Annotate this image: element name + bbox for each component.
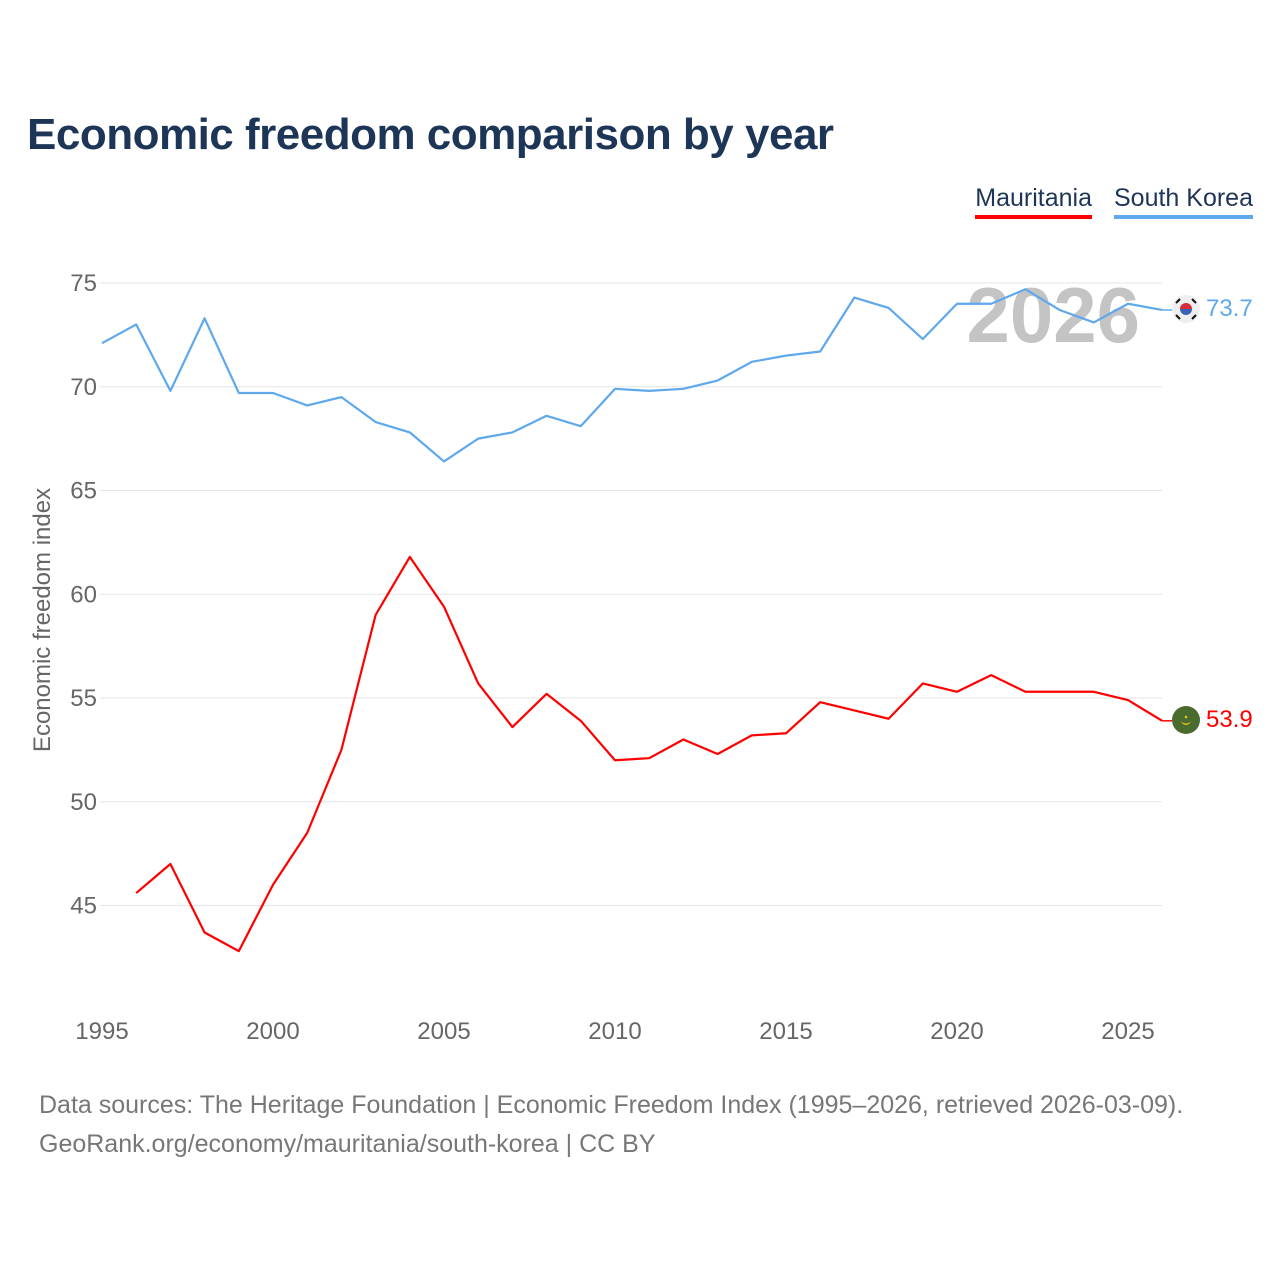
data-point[interactable]: [133, 322, 139, 328]
y-tick-label: 45: [70, 893, 97, 920]
data-point[interactable]: [202, 929, 208, 935]
x-tick-label: 2025: [1101, 1018, 1154, 1045]
x-tick-label: 2015: [759, 1018, 812, 1045]
data-point[interactable]: [1091, 319, 1097, 325]
data-point[interactable]: [988, 672, 994, 678]
data-point[interactable]: [544, 413, 550, 419]
end-label-south-korea: 73.7: [1206, 295, 1253, 322]
x-tick-label: 1995: [75, 1018, 128, 1045]
data-point[interactable]: [236, 948, 242, 954]
data-point[interactable]: [544, 691, 550, 697]
data-point[interactable]: [612, 386, 618, 392]
data-point[interactable]: [1057, 307, 1063, 313]
data-point[interactable]: [954, 301, 960, 307]
data-point[interactable]: [167, 861, 173, 867]
data-point[interactable]: [783, 730, 789, 736]
legend-south-korea[interactable]: South Korea: [1114, 184, 1253, 219]
data-point[interactable]: [1091, 689, 1097, 695]
data-point[interactable]: [715, 751, 721, 757]
data-point[interactable]: [441, 604, 447, 610]
x-tick-label: 2000: [246, 1018, 299, 1045]
data-point[interactable]: [988, 301, 994, 307]
data-point[interactable]: [886, 716, 892, 722]
chart-title: Economic freedom comparison by year: [27, 110, 834, 159]
data-point[interactable]: [920, 680, 926, 686]
data-point[interactable]: [304, 830, 310, 836]
y-tick-label: 50: [70, 789, 97, 816]
end-label-mauritania: 53.9: [1206, 706, 1253, 733]
data-point[interactable]: [407, 429, 413, 435]
y-axis-label: Economic freedom index: [29, 488, 56, 752]
data-point[interactable]: [954, 689, 960, 695]
legend-mauritania[interactable]: Mauritania: [975, 184, 1092, 219]
data-point[interactable]: [646, 755, 652, 761]
data-point[interactable]: [236, 390, 242, 396]
source-link[interactable]: GeoRank.org/economy/mauritania/south-kor…: [39, 1130, 656, 1158]
data-point[interactable]: [886, 305, 892, 311]
y-tick-label: 55: [70, 685, 97, 712]
data-point[interactable]: [680, 737, 686, 743]
south-korea-flag-icon: [1172, 295, 1200, 323]
x-tick-label: 2010: [588, 1018, 641, 1045]
series-line-south-korea[interactable]: [101, 288, 1163, 463]
data-point[interactable]: [373, 419, 379, 425]
watermark-year: 2026: [966, 271, 1140, 359]
data-point[interactable]: [338, 394, 344, 400]
data-point[interactable]: [920, 336, 926, 342]
x-tick-label: 2005: [417, 1018, 470, 1045]
y-tick-label: 65: [70, 478, 97, 505]
data-sources: Data sources: The Heritage Foundation | …: [39, 1091, 1184, 1119]
data-point[interactable]: [1022, 689, 1028, 695]
data-point[interactable]: [475, 680, 481, 686]
data-point[interactable]: [509, 724, 515, 730]
y-tick-label: 75: [70, 270, 97, 297]
data-point[interactable]: [749, 732, 755, 738]
data-point[interactable]: [304, 402, 310, 408]
data-point[interactable]: [680, 386, 686, 392]
data-point[interactable]: [817, 699, 823, 705]
data-point[interactable]: [851, 295, 857, 301]
data-point[interactable]: [99, 340, 105, 346]
y-tick-label: 60: [70, 581, 97, 608]
data-point[interactable]: [270, 390, 276, 396]
series-line-mauritania[interactable]: [135, 555, 1163, 953]
mauritania-flag-icon: [1172, 706, 1200, 734]
data-point[interactable]: [1022, 286, 1028, 292]
data-point[interactable]: [1125, 301, 1131, 307]
footer: Data sources: The Heritage Foundation | …: [39, 1086, 1183, 1164]
x-tick-label: 2020: [930, 1018, 983, 1045]
data-point[interactable]: [817, 348, 823, 354]
data-point[interactable]: [475, 436, 481, 442]
data-point[interactable]: [578, 423, 584, 429]
data-point[interactable]: [509, 429, 515, 435]
data-point[interactable]: [167, 388, 173, 394]
data-point[interactable]: [749, 359, 755, 365]
legend: Mauritania South Korea: [975, 184, 1253, 219]
data-point[interactable]: [270, 882, 276, 888]
data-point[interactable]: [851, 707, 857, 713]
data-point[interactable]: [373, 612, 379, 618]
data-point[interactable]: [407, 554, 413, 560]
data-point[interactable]: [783, 353, 789, 359]
data-point[interactable]: [202, 315, 208, 321]
data-point[interactable]: [612, 757, 618, 763]
data-point[interactable]: [338, 747, 344, 753]
data-point[interactable]: [715, 378, 721, 384]
data-point[interactable]: [578, 718, 584, 724]
data-point[interactable]: [133, 890, 139, 896]
data-point[interactable]: [441, 458, 447, 464]
data-point[interactable]: [646, 388, 652, 394]
y-tick-label: 70: [70, 374, 97, 401]
data-point[interactable]: [1125, 697, 1131, 703]
data-point[interactable]: [1057, 689, 1063, 695]
